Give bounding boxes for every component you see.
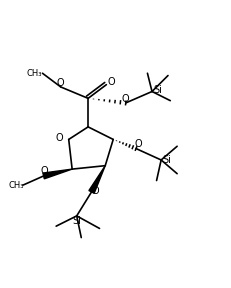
Text: O: O [122,94,130,104]
Text: CH₃: CH₃ [9,181,24,190]
Text: Si: Si [72,216,81,226]
Text: O: O [57,78,64,88]
Text: O: O [92,186,100,196]
Text: Si: Si [162,155,171,165]
Polygon shape [89,166,105,193]
Text: Si: Si [153,85,162,95]
Text: O: O [41,166,49,176]
Text: O: O [108,77,115,87]
Text: CH₃: CH₃ [26,69,42,78]
Polygon shape [43,169,72,179]
Text: O: O [134,139,142,149]
Text: O: O [56,133,63,143]
